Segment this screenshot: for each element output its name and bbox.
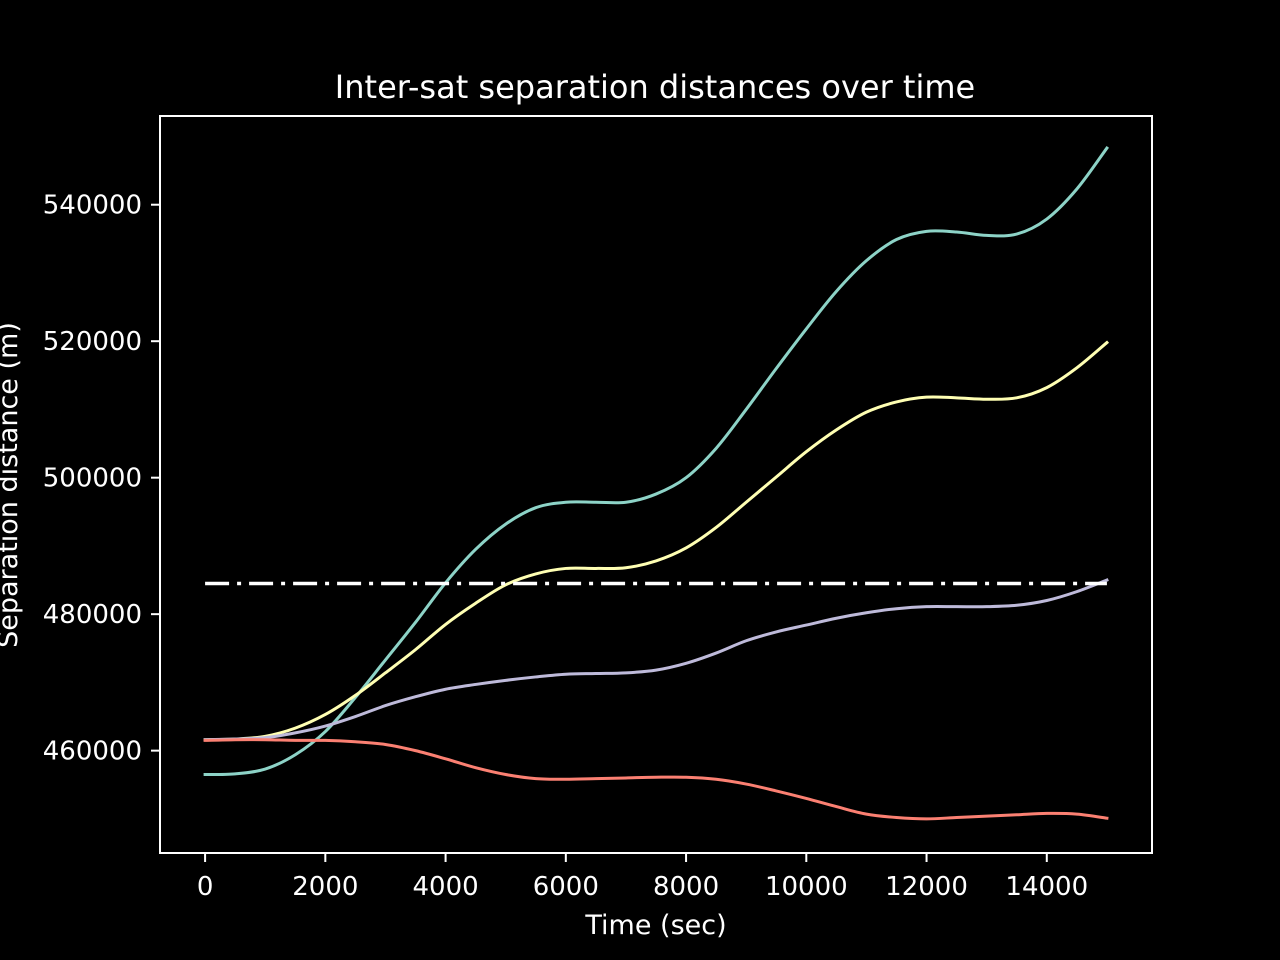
y-axis: 460000 480000 500000 520000 540000 xyxy=(43,191,160,767)
x-tick-label: 10000 xyxy=(765,872,848,902)
x-tick-label: 6000 xyxy=(533,872,599,902)
y-axis-label: Separation distance (m) xyxy=(0,322,24,648)
x-tick-label: 8000 xyxy=(653,872,719,902)
x-tick-label: 4000 xyxy=(412,872,478,902)
series-line-4 xyxy=(203,738,1109,821)
series-layer xyxy=(203,145,1110,821)
x-tick-label: 2000 xyxy=(292,872,358,902)
x-tick-label: 14000 xyxy=(1005,872,1088,902)
x-tick-label: 12000 xyxy=(885,872,968,902)
series-line-3 xyxy=(203,578,1109,742)
y-tick-label: 540000 xyxy=(43,191,142,221)
series-line-1 xyxy=(203,145,1110,777)
y-tick-label: 460000 xyxy=(43,737,142,767)
series-line-2 xyxy=(203,340,1110,742)
y-tick-label: 500000 xyxy=(43,464,142,494)
x-axis: 0 2000 4000 6000 8000 10000 12000 14000 xyxy=(197,853,1088,902)
x-axis-label: Time (sec) xyxy=(584,910,726,941)
y-tick-label: 480000 xyxy=(43,600,142,630)
chart-title: Inter-sat separation distances over time xyxy=(335,68,975,106)
y-tick-label: 520000 xyxy=(43,327,142,357)
plot-frame xyxy=(159,115,1153,854)
x-tick-label: 0 xyxy=(197,872,214,902)
